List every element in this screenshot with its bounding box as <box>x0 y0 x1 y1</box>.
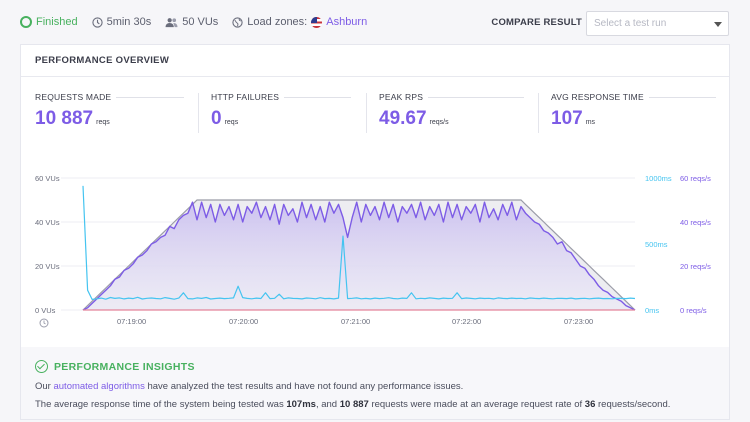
metric-value: 49.67 <box>379 108 427 129</box>
rps-line <box>82 201 636 311</box>
y-right-tick-label: 0 reqs/s <box>680 306 707 315</box>
status-indicator: Finished <box>20 16 78 28</box>
check-circle-icon <box>35 360 48 373</box>
automated-algorithms-link[interactable]: automated algorithms <box>53 381 145 392</box>
insights-title: PERFORMANCE INSIGHTS <box>54 360 195 373</box>
y-mid-tick-label: 1000ms <box>645 174 672 183</box>
insights-text: have analyzed the test results and have … <box>147 381 464 392</box>
metric-value: 0 <box>211 108 222 129</box>
metric-label: HTTP FAILURES <box>211 92 280 102</box>
response-time-line <box>82 185 636 300</box>
metric-label: AVG RESPONSE TIME <box>551 92 644 102</box>
insights-text: requests/second. <box>598 399 671 410</box>
chevron-down-icon <box>714 22 722 27</box>
insights-text: requests were made at an average request… <box>371 399 583 410</box>
insights-line-1: Our automated algorithms have analyzed t… <box>35 381 463 392</box>
requests-value: 10 887 <box>339 399 369 410</box>
vus-count: 50 VUs <box>165 16 218 28</box>
y-right-tick-label: 60 reqs/s <box>680 174 711 183</box>
metric-unit: reqs <box>96 119 110 126</box>
duration: 5min 30s <box>91 16 152 28</box>
avg-response-value: 107ms <box>286 399 316 410</box>
load-zones-label: Load zones: <box>247 16 308 28</box>
compare-result-label: COMPARE RESULT <box>491 17 582 28</box>
metric-label: REQUESTS MADE <box>35 92 112 102</box>
metric-http-failures: HTTP FAILURES 0 reqs <box>211 92 351 130</box>
y-right-tick-label: 40 reqs/s <box>680 218 711 227</box>
divider <box>366 93 367 133</box>
metric-peak-rps: PEAK RPS 49.67 reqs/s <box>379 92 524 130</box>
performance-chart[interactable]: 0 VUs 20 VUs 40 VUs 60 VUs 0 reqs/s 20 reqs/s… <box>21 163 729 333</box>
metric-label: PEAK RPS <box>379 92 424 102</box>
clock-hand <box>43 320 46 325</box>
metric-requests-made: REQUESTS MADE 10 887 reqs <box>35 92 184 130</box>
y-tick-label: 60 VUs <box>35 174 60 183</box>
performance-overview-panel: PERFORMANCE OVERVIEW REQUESTS MADE 10 88… <box>20 44 730 420</box>
test-summary-bar: Finished 5min 30s 50 VUs Load zones: Ash… <box>0 0 750 44</box>
x-tick-label: 07:22:00 <box>452 317 481 326</box>
x-tick-label: 07:20:00 <box>229 317 258 326</box>
request-rate-value: 36 <box>584 399 596 410</box>
load-zones: Load zones: Ashburn <box>232 16 367 28</box>
y-tick-label: 20 VUs <box>35 262 60 271</box>
us-flag-icon <box>311 16 323 28</box>
chart-svg[interactable]: 0 VUs 20 VUs 40 VUs 60 VUs 0 reqs/s 20 reqs/s… <box>21 163 729 333</box>
performance-insights: PERFORMANCE INSIGHTS Our automated algor… <box>21 347 729 419</box>
load-zone-link[interactable]: Ashburn <box>326 16 368 28</box>
x-tick-label: 07:21:00 <box>341 317 370 326</box>
metric-value: 107 <box>551 108 583 129</box>
finished-icon <box>20 16 32 28</box>
x-tick-label: 07:19:00 <box>117 317 146 326</box>
clock-icon <box>39 318 49 328</box>
y-right-tick-label: 20 reqs/s <box>680 262 711 271</box>
globe-icon <box>232 16 243 28</box>
vus-line <box>82 199 636 311</box>
metric-value: 10 887 <box>35 108 94 129</box>
metric-unit: ms <box>585 119 596 126</box>
y-mid-tick-label: 0ms <box>645 306 659 315</box>
metric-unit: reqs/s <box>429 119 449 126</box>
clock-icon <box>91 16 103 28</box>
rps-area <box>83 202 635 310</box>
insights-text: , and <box>315 399 338 410</box>
duration-label: 5min 30s <box>106 16 152 28</box>
insights-heading: PERFORMANCE INSIGHTS <box>35 360 195 373</box>
panel-title: PERFORMANCE OVERVIEW <box>35 55 170 66</box>
insights-text: The average response time of the system … <box>35 399 284 410</box>
y-tick-label: 0 VUs <box>35 306 56 315</box>
insights-line-2: The average response time of the system … <box>35 399 670 410</box>
divider <box>198 93 199 133</box>
test-run-select[interactable]: Select a test run <box>586 11 729 36</box>
y-mid-tick-label: 500ms <box>645 240 668 249</box>
divider <box>538 93 539 133</box>
x-tick-label: 07:23:00 <box>564 317 593 326</box>
users-icon <box>165 17 178 27</box>
y-tick-label: 40 VUs <box>35 218 60 227</box>
metric-avg-response-time: AVG RESPONSE TIME 107 ms <box>551 92 716 130</box>
test-run-select-placeholder: Select a test run <box>594 18 667 29</box>
vus-label: 50 VUs <box>182 16 219 28</box>
status-label: Finished <box>36 16 78 28</box>
insights-text: Our <box>35 381 51 392</box>
divider <box>21 76 729 77</box>
metric-unit: reqs <box>224 119 239 126</box>
